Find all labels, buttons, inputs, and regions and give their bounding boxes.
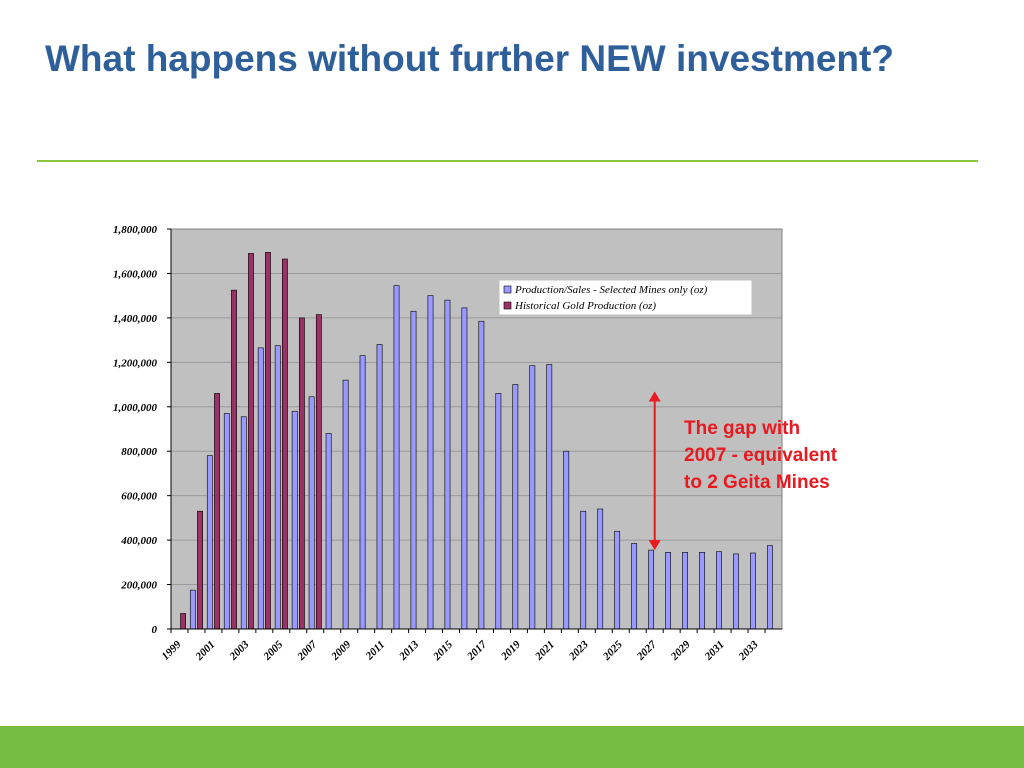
gap-annotation-line-1: The gap with bbox=[684, 418, 801, 439]
gap-arrow-head-bottom bbox=[648, 540, 661, 551]
y-tick-label: 1,800,000 bbox=[113, 224, 158, 236]
x-tick-label-2001: 2001 bbox=[193, 639, 218, 664]
legend-label-2: Historical Gold Production (oz) bbox=[514, 300, 656, 312]
bar-historical-2001 bbox=[214, 393, 220, 630]
x-tick-label-2025: 2025 bbox=[600, 638, 625, 663]
bar-production-2017 bbox=[478, 320, 485, 630]
bar-production-2012 bbox=[393, 285, 400, 630]
x-tick-label-2019: 2019 bbox=[498, 638, 523, 663]
legend-swatch-2 bbox=[503, 301, 512, 310]
bar-production-2009 bbox=[342, 379, 349, 630]
bar-production-2021 bbox=[546, 364, 553, 630]
bar-production-2016 bbox=[461, 307, 468, 630]
gap-annotation-line-3: to 2 Geita Mines bbox=[684, 472, 830, 493]
bar-production-2033 bbox=[750, 552, 756, 630]
bar-production-2006 bbox=[291, 410, 298, 630]
bar-production-2024 bbox=[597, 508, 604, 630]
bar-production-2025 bbox=[614, 530, 621, 630]
y-tick-label: 0 bbox=[152, 624, 158, 636]
y-tick-label: 1,200,000 bbox=[113, 357, 158, 369]
x-tick-label-2033: 2033 bbox=[736, 638, 761, 663]
gap-annotation-line-2: 2007 - equivalent bbox=[684, 445, 838, 466]
bar-production-2000 bbox=[189, 589, 196, 630]
bar-production-2002 bbox=[223, 413, 230, 630]
bar-historical-2006 bbox=[298, 317, 305, 630]
bar-production-2013 bbox=[410, 310, 417, 630]
legend-swatch-1 bbox=[503, 285, 512, 294]
bar-historical-2005 bbox=[282, 258, 288, 630]
gap-arrow-head-top bbox=[648, 391, 661, 402]
bar-historical-2007 bbox=[315, 314, 322, 630]
x-tick-label-2005: 2005 bbox=[261, 638, 286, 663]
bar-chart: 0 200,000 400,000 600,000 800,000 1,000,000 1,… bbox=[113, 224, 783, 664]
x-tick-label-2023: 2023 bbox=[566, 638, 591, 663]
bar-production-2032 bbox=[733, 553, 739, 630]
y-tick-label: 1,600,000 bbox=[113, 268, 158, 280]
bar-production-2018 bbox=[495, 393, 502, 630]
y-tick-label: 200,000 bbox=[120, 580, 157, 592]
x-tick-label-2027: 2027 bbox=[634, 638, 659, 663]
x-tick-label-2013: 2013 bbox=[396, 638, 421, 663]
bar-historical-2000 bbox=[197, 510, 203, 630]
x-tick-label-2017: 2017 bbox=[464, 638, 489, 663]
bar-historical-1999 bbox=[180, 613, 186, 630]
bar-production-2031 bbox=[716, 551, 722, 630]
bar-production-2005 bbox=[274, 345, 281, 630]
slide-title: What happens without further NEW investm… bbox=[45, 38, 894, 79]
bar-historical-2003 bbox=[248, 253, 254, 630]
y-tick-label: 1,400,000 bbox=[113, 313, 158, 325]
bar-production-2011 bbox=[376, 344, 383, 630]
title-divider bbox=[37, 160, 978, 162]
bar-historical-2002 bbox=[231, 289, 237, 630]
bar-production-2003 bbox=[240, 416, 247, 630]
footer-bar bbox=[0, 726, 1024, 768]
bar-production-2034 bbox=[767, 545, 773, 630]
bar-production-2010 bbox=[359, 355, 366, 630]
bar-production-2026 bbox=[631, 543, 638, 630]
x-tick-label-2007: 2007 bbox=[295, 638, 320, 663]
y-tick-label: 400,000 bbox=[120, 535, 157, 547]
x-tick-label-2021: 2021 bbox=[532, 639, 557, 664]
legend-box bbox=[499, 280, 752, 315]
x-tick-label-2003: 2003 bbox=[227, 638, 252, 663]
y-tick-label: 800,000 bbox=[121, 446, 157, 458]
bar-production-2015 bbox=[444, 299, 451, 630]
bar-historical-2004 bbox=[265, 252, 271, 630]
y-tick-label: 600,000 bbox=[121, 491, 157, 503]
x-tick-label-1999: 1999 bbox=[160, 638, 184, 662]
bar-production-2023 bbox=[580, 510, 587, 630]
bar-production-2020 bbox=[529, 365, 536, 630]
x-tick-label-2015: 2015 bbox=[430, 638, 455, 663]
bar-production-2014 bbox=[427, 295, 434, 630]
bar-production-2022 bbox=[563, 450, 570, 630]
bar-production-2027 bbox=[648, 549, 655, 630]
bar-production-2029 bbox=[682, 552, 688, 630]
bar-production-2004 bbox=[257, 347, 264, 630]
x-tick-label-2009: 2009 bbox=[329, 638, 354, 663]
x-tick-label-2029: 2029 bbox=[668, 638, 693, 663]
bar-production-2028 bbox=[665, 552, 671, 630]
y-tick-label: 1,000,000 bbox=[113, 402, 158, 414]
gap-annotation: The gap with 2007 - equivalent to 2 Geit… bbox=[684, 415, 884, 496]
bar-production-2007 bbox=[308, 396, 315, 630]
x-tick-label-2011: 2011 bbox=[363, 639, 387, 663]
bar-production-2019 bbox=[512, 384, 519, 630]
legend-label-1: Production/Sales - Selected Mines only (… bbox=[514, 284, 708, 296]
bar-production-2030 bbox=[699, 552, 705, 630]
x-tick-label-2031: 2031 bbox=[702, 639, 727, 664]
bar-production-2001 bbox=[206, 455, 213, 630]
bar-production-2008 bbox=[325, 433, 332, 630]
